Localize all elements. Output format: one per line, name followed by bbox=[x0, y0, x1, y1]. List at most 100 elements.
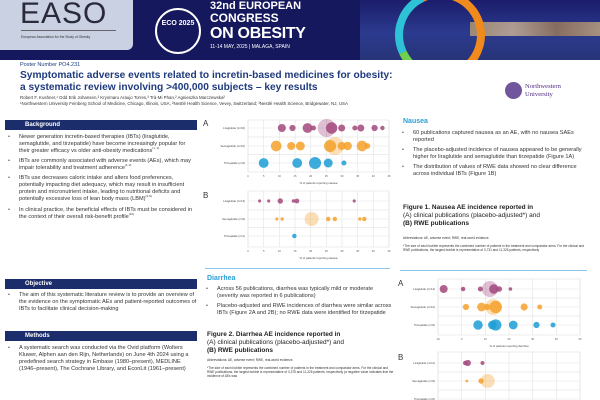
figure-1-caption: Figure 1. Nausea AE incidence reported i… bbox=[403, 204, 540, 228]
x-tick-label: 20 bbox=[309, 174, 312, 178]
caption-line: (B) RWE publications bbox=[403, 220, 469, 227]
bubble-semaglutide bbox=[280, 217, 284, 221]
bubble-semaglutide bbox=[364, 143, 371, 149]
panel-label: B bbox=[203, 191, 208, 200]
northwestern-logo: Northwestern University bbox=[505, 82, 561, 99]
bubble-liraglutide bbox=[477, 286, 483, 292]
divider bbox=[205, 268, 390, 269]
bubble-tirzepatide bbox=[550, 322, 556, 328]
x-tick-label: 15 bbox=[294, 249, 297, 253]
x-tick-label: 40 bbox=[372, 174, 375, 178]
bubble-semaglutide bbox=[332, 216, 338, 222]
eco-2025-badge: ECO 2025 bbox=[155, 8, 201, 54]
caption-line: (A) clinical publications (placebo-adjus… bbox=[207, 339, 344, 346]
x-tick-label: 30 bbox=[341, 174, 344, 178]
bubble-liraglutide bbox=[338, 124, 346, 132]
bubble-semaglutide bbox=[325, 137, 344, 155]
bubble-semaglutide bbox=[356, 140, 368, 152]
x-tick-label: 40 bbox=[555, 337, 558, 341]
caption-line: Figure 2. Diarrhea AE incidence reported… bbox=[207, 331, 341, 338]
nausea-heading: Nausea bbox=[403, 118, 428, 125]
series-label: Tirzepatide (n=1) bbox=[224, 234, 245, 238]
bubble-liraglutide bbox=[302, 123, 313, 133]
x-tick-label: 25 bbox=[325, 174, 328, 178]
bubble-liraglutide bbox=[439, 285, 448, 293]
caption-line: (B) RWE publications bbox=[207, 347, 273, 354]
title-line-1: Symptomatic adverse events related to in… bbox=[20, 70, 393, 81]
bubble-semaglutide bbox=[478, 378, 484, 384]
bubble-liraglutide bbox=[294, 198, 300, 204]
bubble-semaglutide bbox=[465, 379, 469, 383]
list-item: Across 56 publications, diarrhea was typ… bbox=[203, 286, 395, 300]
bubble-semaglutide bbox=[537, 304, 543, 310]
bubble-liraglutide bbox=[289, 124, 296, 132]
figure-1-footnote: *The size of each bubble represents the … bbox=[403, 244, 585, 252]
x-tick-label: 10 bbox=[278, 174, 281, 178]
bubble-semaglutide bbox=[489, 300, 502, 314]
x-tick-label: 0 bbox=[247, 174, 249, 178]
chart-1B: B 0 5 10 15 20 25 30 35 40 45 % of patients reporti… bbox=[203, 190, 391, 260]
x-tick-label: 20 bbox=[508, 337, 511, 341]
congress-line3: ON OBESITY bbox=[210, 25, 306, 42]
panel-label: A bbox=[203, 119, 209, 128]
poster-number: Poster Number PO4.231 bbox=[20, 62, 81, 68]
bubble-tirzepatide bbox=[490, 319, 502, 331]
x-axis-title: % of patients reporting nausea bbox=[300, 181, 338, 185]
diarrhea-heading: Diarrhea bbox=[207, 275, 236, 282]
bubble-semaglutide bbox=[520, 303, 528, 311]
bubble-semaglutide bbox=[480, 374, 495, 388]
bubble-tirzepatide bbox=[258, 158, 269, 168]
x-tick-label: 5 bbox=[263, 174, 265, 178]
bubble-tirzepatide bbox=[292, 158, 303, 168]
background-header: Background bbox=[5, 120, 197, 130]
x-tick-label: 0 bbox=[247, 249, 249, 253]
bubble-tirzepatide bbox=[508, 320, 518, 330]
background-list: Newer generation incretin-based therapie… bbox=[5, 134, 197, 224]
list-item: 60 publications captured nausea as an AE… bbox=[399, 130, 594, 144]
bubble-liraglutide bbox=[480, 361, 485, 365]
bubble-tirzepatide bbox=[309, 156, 322, 170]
list-item: Placebo-adjusted and RWE incidences of d… bbox=[203, 303, 395, 317]
congress-line1: 32nd EUROPEAN bbox=[210, 0, 302, 12]
series-label: Semaglutide (n=9) bbox=[412, 379, 435, 383]
bubble-tirzepatide bbox=[473, 320, 483, 330]
logo-divider bbox=[21, 30, 116, 31]
bubble-semaglutide bbox=[343, 141, 352, 151]
list-item: In clinical practice, the beneficial eff… bbox=[5, 207, 197, 221]
objective-header: Objective bbox=[5, 279, 197, 289]
x-tick-label: 35 bbox=[356, 174, 359, 178]
bubble-liraglutide bbox=[267, 199, 271, 203]
x-tick-label: 35 bbox=[356, 249, 359, 253]
bubble-semaglutide bbox=[477, 302, 486, 312]
bubble-liraglutide bbox=[357, 124, 365, 132]
list-item: IBTs use decreases caloric intake and al… bbox=[5, 175, 197, 203]
x-tick-label: 30 bbox=[341, 249, 344, 253]
congress-dates: 11-14 MAY, 2025 | MALAGA, SPAIN bbox=[210, 44, 290, 50]
bubble-liraglutide bbox=[258, 199, 262, 203]
chart-2A: A -10 0 10 20 30 40 50 % of patients reporting d… bbox=[398, 278, 582, 348]
x-tick-label: 0 bbox=[461, 337, 463, 341]
series-label: Semaglutide (n=12) bbox=[411, 305, 436, 309]
figure-1-abbreviations: Abbreviations: AE, adverse event; RWE, r… bbox=[403, 236, 490, 240]
caption-line: Figure 1. Nausea AE incidence reported i… bbox=[403, 204, 534, 211]
list-item: The placebo-adjusted incidence of nausea… bbox=[399, 147, 594, 161]
x-axis-title: % of patients reporting diarrhea bbox=[489, 344, 528, 348]
bubble-liraglutide bbox=[310, 125, 317, 131]
diarrhea-list: Across 56 publications, diarrhea was typ… bbox=[203, 286, 395, 320]
bubble-semaglutide bbox=[270, 140, 282, 152]
x-tick-label: 40 bbox=[372, 249, 375, 253]
panel-label: A bbox=[398, 279, 404, 288]
x-tick-label: 20 bbox=[309, 249, 312, 253]
x-tick-label: 10 bbox=[484, 337, 487, 341]
congress-banner: EASO European Association for the Study … bbox=[0, 0, 600, 60]
bubble-semaglutide bbox=[325, 216, 331, 222]
authors: Robert F. Kushner,¹ Odd Erik Johansen,² … bbox=[20, 95, 225, 100]
congress-title: 32nd EUROPEAN CONGRESS ON OBESITY 11-14 … bbox=[210, 0, 306, 51]
chart-1A: A 0 5 10 15 20 25 30 35 40 45 % of patients reporti… bbox=[203, 119, 391, 185]
bubble-liraglutide bbox=[464, 359, 471, 367]
bubble-liraglutide bbox=[496, 286, 503, 292]
congress-line2: CONGRESS bbox=[210, 11, 279, 25]
series-label: Tirzepatide (n=0) bbox=[414, 397, 435, 400]
bubble-semaglutide bbox=[462, 303, 470, 311]
